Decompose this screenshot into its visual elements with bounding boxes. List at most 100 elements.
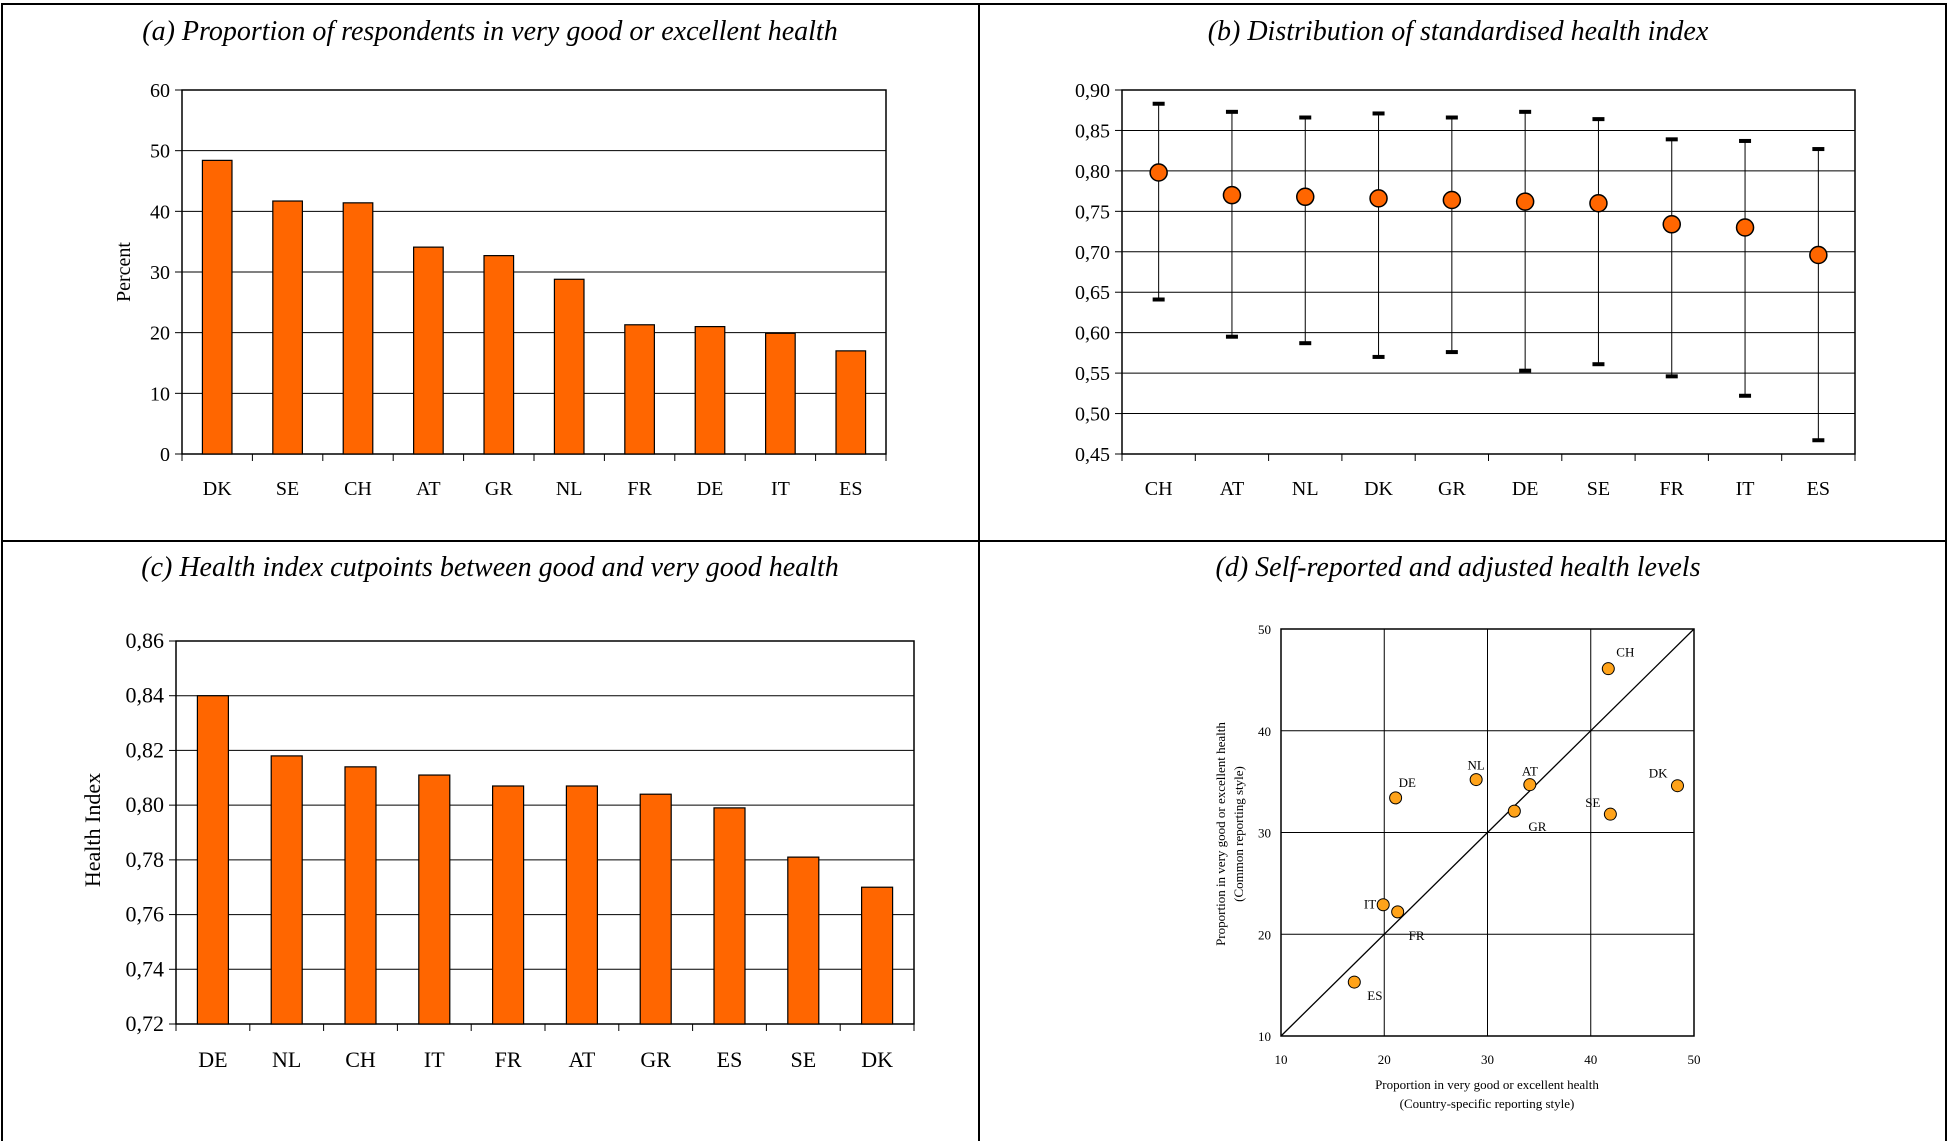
y-tick-label: 0,45: [1075, 444, 1110, 466]
y-tick-label: 0,60: [1075, 323, 1110, 345]
bar-nl: [553, 278, 585, 455]
x-tick-label: ES: [839, 478, 862, 500]
bar-se: [787, 856, 820, 1025]
bar-ch: [344, 766, 377, 1025]
x-tick-label: 30: [1481, 1052, 1494, 1067]
panel-a-title: (a) Proportion of respondents in very go…: [142, 16, 837, 47]
lower-cap-it: [1739, 393, 1752, 398]
panel-b: (b) Distribution of standardised health …: [1075, 16, 1856, 500]
point-ch: [1149, 163, 1168, 182]
x-tick-label: DE: [697, 478, 724, 500]
x-tick-label: 50: [1688, 1052, 1701, 1067]
lower-cap-at: [1225, 334, 1238, 339]
upper-cap-es: [1812, 147, 1825, 152]
y-tick-label: 0,84: [126, 683, 165, 708]
x-tick-label: AT: [416, 478, 440, 500]
y-tick-label: 0,74: [126, 956, 165, 981]
y-tick-label: 0,80: [1075, 161, 1110, 183]
bar-dk: [861, 886, 894, 1025]
y-tick-label: 10: [150, 383, 170, 405]
point-label-es: ES: [1367, 988, 1382, 1003]
y-tick-label: 0,80: [126, 792, 165, 817]
upper-cap-dk: [1372, 111, 1385, 116]
lower-cap-es: [1812, 438, 1825, 443]
x-tick-label: SE: [276, 478, 299, 500]
bar-es: [713, 807, 746, 1025]
point-se: [1589, 193, 1608, 213]
panel-d-xlabel-2: (Country-specific reporting style): [1400, 1096, 1575, 1111]
x-tick-label: CH: [1145, 478, 1173, 500]
x-tick-label: IT: [771, 478, 790, 500]
lower-cap-ch: [1152, 297, 1165, 302]
upper-cap-it: [1739, 138, 1752, 143]
point-label-fr: FR: [1409, 928, 1425, 943]
y-tick-label: 20: [1258, 927, 1271, 942]
y-tick-label: 30: [150, 262, 170, 284]
x-tick-label: 20: [1378, 1052, 1391, 1067]
x-tick-label: GR: [485, 478, 513, 500]
lower-cap-dk: [1372, 354, 1385, 359]
x-tick-label: IT: [1736, 478, 1755, 500]
x-tick-label: 40: [1584, 1052, 1597, 1067]
point-label-it: IT: [1364, 897, 1376, 912]
y-tick-label: 0,82: [126, 737, 165, 762]
x-tick-label: DE: [1512, 478, 1539, 500]
y-tick-label: 60: [150, 80, 170, 102]
x-tick-label: SE: [790, 1047, 816, 1072]
y-tick-label: 0: [160, 444, 170, 466]
lower-cap-se: [1592, 362, 1605, 367]
x-tick-label: FR: [495, 1047, 522, 1072]
point-label-de: DE: [1399, 775, 1416, 790]
point-label-gr: GR: [1528, 819, 1546, 834]
panel-a: (a) Proportion of respondents in very go…: [113, 16, 887, 500]
point-fr: [1662, 215, 1681, 234]
point-de: [1389, 791, 1403, 805]
y-tick-label: 0,72: [126, 1011, 165, 1036]
bar-nl: [270, 755, 303, 1025]
bar-fr: [492, 785, 525, 1025]
point-label-se: SE: [1585, 795, 1600, 810]
bar-de: [196, 695, 229, 1025]
y-tick-label: 0,55: [1075, 363, 1110, 385]
y-tick-label: 50: [1258, 622, 1271, 637]
x-tick-label: NL: [556, 478, 583, 500]
upper-cap-se: [1592, 117, 1605, 122]
upper-cap-de: [1519, 109, 1532, 114]
point-dk: [1670, 779, 1684, 793]
x-tick-label: ES: [717, 1047, 743, 1072]
y-tick-label: 40: [150, 201, 170, 223]
panel-c-ylabel: Health Index: [80, 773, 105, 887]
x-tick-label: IT: [424, 1047, 445, 1072]
x-tick-label: DE: [198, 1047, 227, 1072]
x-tick-label: NL: [272, 1047, 301, 1072]
bar-es: [835, 350, 867, 455]
x-tick-label: AT: [568, 1047, 595, 1072]
bar-dk: [201, 159, 233, 455]
panel-d-ylabel: Proportion in very good or excellent hea…: [1213, 722, 1228, 946]
bar-it: [418, 774, 451, 1025]
point-label-nl: NL: [1467, 758, 1484, 773]
point-label-dk: DK: [1649, 766, 1668, 781]
bar-gr: [483, 255, 515, 455]
panel-d: (d) Self-reported and adjusted health le…: [1213, 552, 1701, 1111]
panel-b-title: (b) Distribution of standardised health …: [1208, 16, 1709, 47]
point-dk: [1369, 189, 1388, 208]
y-tick-label: 0,86: [126, 628, 165, 653]
bar-at: [565, 785, 598, 1025]
x-tick-label: DK: [1364, 478, 1393, 500]
x-tick-label: NL: [1292, 478, 1319, 500]
x-tick-label: ES: [1807, 478, 1830, 500]
upper-cap-gr: [1445, 115, 1458, 120]
x-tick-label: CH: [344, 478, 372, 500]
upper-cap-fr: [1665, 137, 1678, 142]
point-se: [1603, 807, 1617, 821]
panel-borders: [1, 3, 1947, 1141]
lower-cap-de: [1519, 368, 1532, 373]
point-es: [1809, 245, 1828, 265]
y-tick-label: 0,50: [1075, 404, 1110, 426]
y-tick-label: 30: [1258, 826, 1271, 841]
bar-at: [413, 246, 444, 455]
bar-fr: [624, 324, 655, 455]
x-tick-label: DK: [861, 1047, 893, 1072]
